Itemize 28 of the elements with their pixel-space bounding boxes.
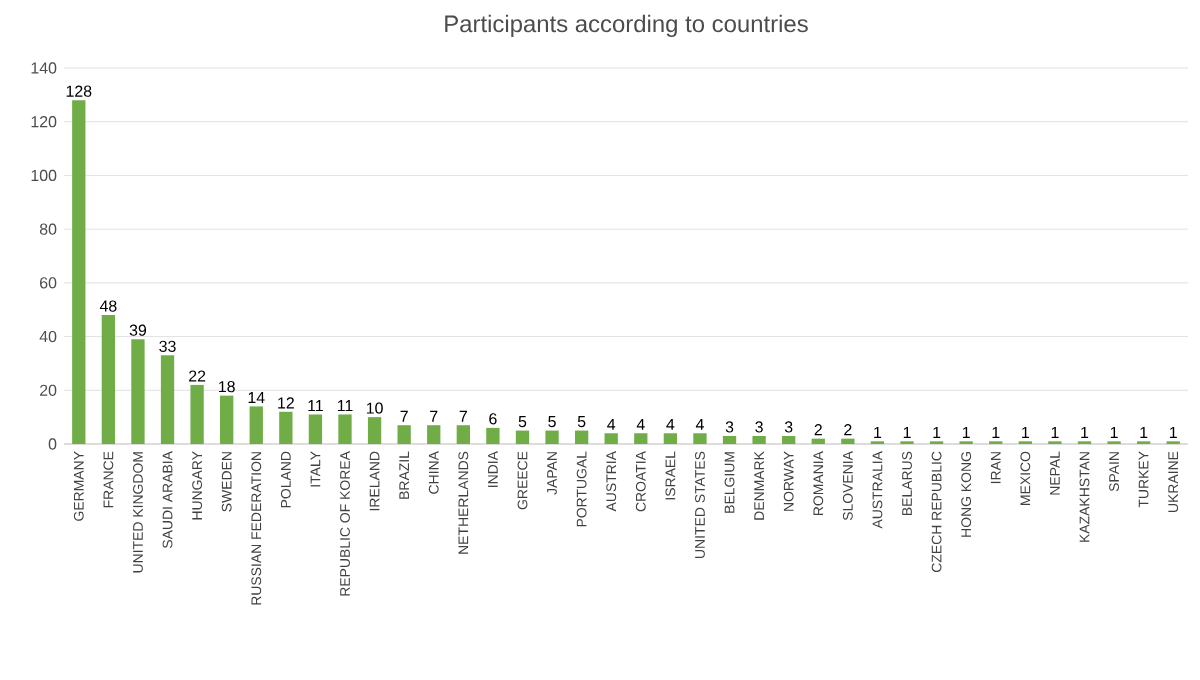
bar: [545, 430, 559, 444]
chart-title: Participants according to countries: [445, 14, 808, 38]
bar: [574, 430, 589, 444]
bar: [367, 417, 382, 444]
bar: [397, 425, 411, 444]
bar: [486, 427, 500, 444]
bar: [722, 435, 737, 444]
bar: [131, 339, 145, 444]
bar: [72, 100, 86, 444]
bar: [752, 435, 766, 444]
bar: [190, 384, 204, 444]
bar: [456, 425, 470, 444]
bar: [249, 406, 263, 444]
bar: [427, 425, 441, 444]
bar: [338, 414, 352, 444]
bar: [811, 438, 825, 444]
bar: [220, 395, 234, 444]
bar: [308, 414, 323, 444]
bar: [782, 435, 796, 444]
bar: [604, 433, 618, 444]
bar: [515, 430, 530, 444]
bar: [160, 355, 175, 444]
bar: [279, 411, 293, 444]
bar: [841, 438, 855, 444]
bar: [693, 433, 707, 444]
bar: [101, 315, 116, 444]
bar: [663, 433, 678, 444]
bar: [634, 433, 648, 444]
